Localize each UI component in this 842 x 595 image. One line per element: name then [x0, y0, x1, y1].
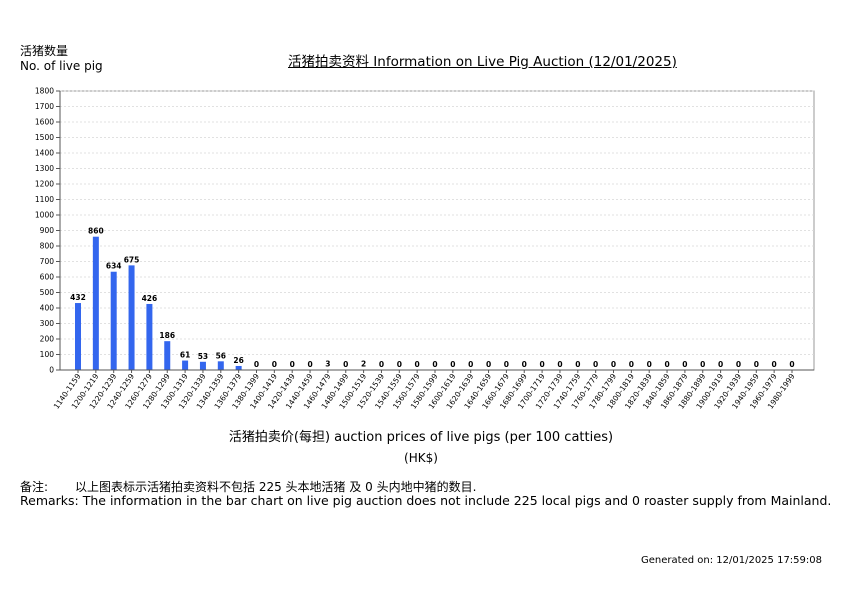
y-tick-label: 1000: [35, 211, 54, 220]
data-label: 0: [450, 360, 455, 369]
bar: [75, 303, 81, 370]
data-label: 432: [70, 293, 86, 302]
data-label: 0: [415, 360, 420, 369]
bar: [128, 265, 135, 370]
data-label: 0: [629, 360, 634, 369]
data-label: 0: [557, 360, 562, 369]
y-tick-label: 300: [40, 319, 55, 328]
data-label: 0: [486, 360, 491, 369]
y-tick-label: 100: [40, 350, 55, 359]
generated-timestamp: Generated on: 12/01/2025 17:59:08: [641, 555, 822, 566]
bar-chart: 0100200300400500600700800900100011001200…: [35, 87, 815, 411]
bar: [199, 361, 206, 370]
y-axis-title-en: No. of live pig: [20, 59, 103, 73]
y-tick-label: 1300: [35, 164, 54, 173]
data-label: 0: [254, 360, 259, 369]
data-label: 3: [325, 360, 330, 369]
data-label: 56: [216, 351, 226, 360]
data-label: 53: [198, 352, 208, 361]
bar: [164, 341, 171, 370]
y-tick-label: 500: [40, 288, 55, 297]
bar: [110, 271, 117, 370]
data-label: 0: [272, 360, 277, 369]
data-label: 0: [611, 360, 616, 369]
data-label: 634: [106, 262, 122, 271]
data-label: 0: [539, 360, 544, 369]
x-axis-unit: (HK$): [404, 451, 438, 465]
data-label: 0: [379, 360, 384, 369]
y-tick-label: 600: [40, 273, 55, 282]
y-tick-label: 1500: [35, 133, 54, 142]
x-axis-title: 活猪拍卖价(每担) auction prices of live pigs (p…: [228, 430, 614, 445]
bar: [92, 236, 99, 370]
data-label: 860: [88, 227, 104, 236]
remark-zh-label: 备注:: [20, 480, 49, 494]
data-label: 0: [307, 360, 312, 369]
y-tick-label: 800: [40, 242, 55, 251]
bar: [146, 303, 153, 370]
data-label: 0: [593, 360, 598, 369]
bar: [217, 361, 224, 370]
data-label: 2: [361, 360, 366, 369]
bar: [235, 365, 242, 370]
y-axis-title-zh: 活猪数量: [20, 44, 69, 58]
data-label: 26: [233, 356, 243, 365]
data-label: 0: [397, 360, 402, 369]
y-tick-label: 400: [40, 304, 55, 313]
y-tick-label: 1400: [35, 149, 54, 158]
y-tick-label: 1600: [35, 118, 54, 127]
data-label: 0: [718, 360, 723, 369]
data-label: 61: [180, 351, 190, 360]
remark-zh: 以上图表标示活猪拍卖资料不包括 225 头本地活猪 及 0 头内地中猪的数目.: [75, 480, 477, 494]
data-label: 675: [124, 255, 140, 264]
data-label: 0: [682, 360, 687, 369]
data-label: 0: [754, 360, 759, 369]
data-label: 0: [736, 360, 741, 369]
data-label: 0: [664, 360, 669, 369]
y-tick-label: 1800: [35, 87, 54, 96]
data-label: 0: [468, 360, 473, 369]
data-label: 0: [575, 360, 580, 369]
data-label: 0: [504, 360, 509, 369]
data-label: 0: [789, 360, 794, 369]
y-tick-label: 900: [40, 226, 55, 235]
y-tick-label: 0: [49, 366, 54, 375]
y-tick-label: 1100: [35, 195, 54, 204]
data-label: 0: [647, 360, 652, 369]
data-label: 0: [772, 360, 777, 369]
chart-title: 活猪拍卖资料 Information on Live Pig Auction (…: [288, 54, 677, 70]
data-label: 0: [290, 360, 295, 369]
y-tick-label: 1700: [35, 102, 54, 111]
data-label: 0: [432, 360, 437, 369]
data-label: 0: [343, 360, 348, 369]
data-label: 426: [142, 294, 158, 303]
data-label: 186: [159, 331, 175, 340]
bar: [182, 360, 189, 370]
y-tick-label: 1200: [35, 180, 54, 189]
remark-en: Remarks: The information in the bar char…: [20, 493, 832, 508]
y-tick-label: 700: [40, 257, 55, 266]
data-label: 0: [522, 360, 527, 369]
data-label: 0: [700, 360, 705, 369]
y-tick-label: 200: [40, 335, 55, 344]
